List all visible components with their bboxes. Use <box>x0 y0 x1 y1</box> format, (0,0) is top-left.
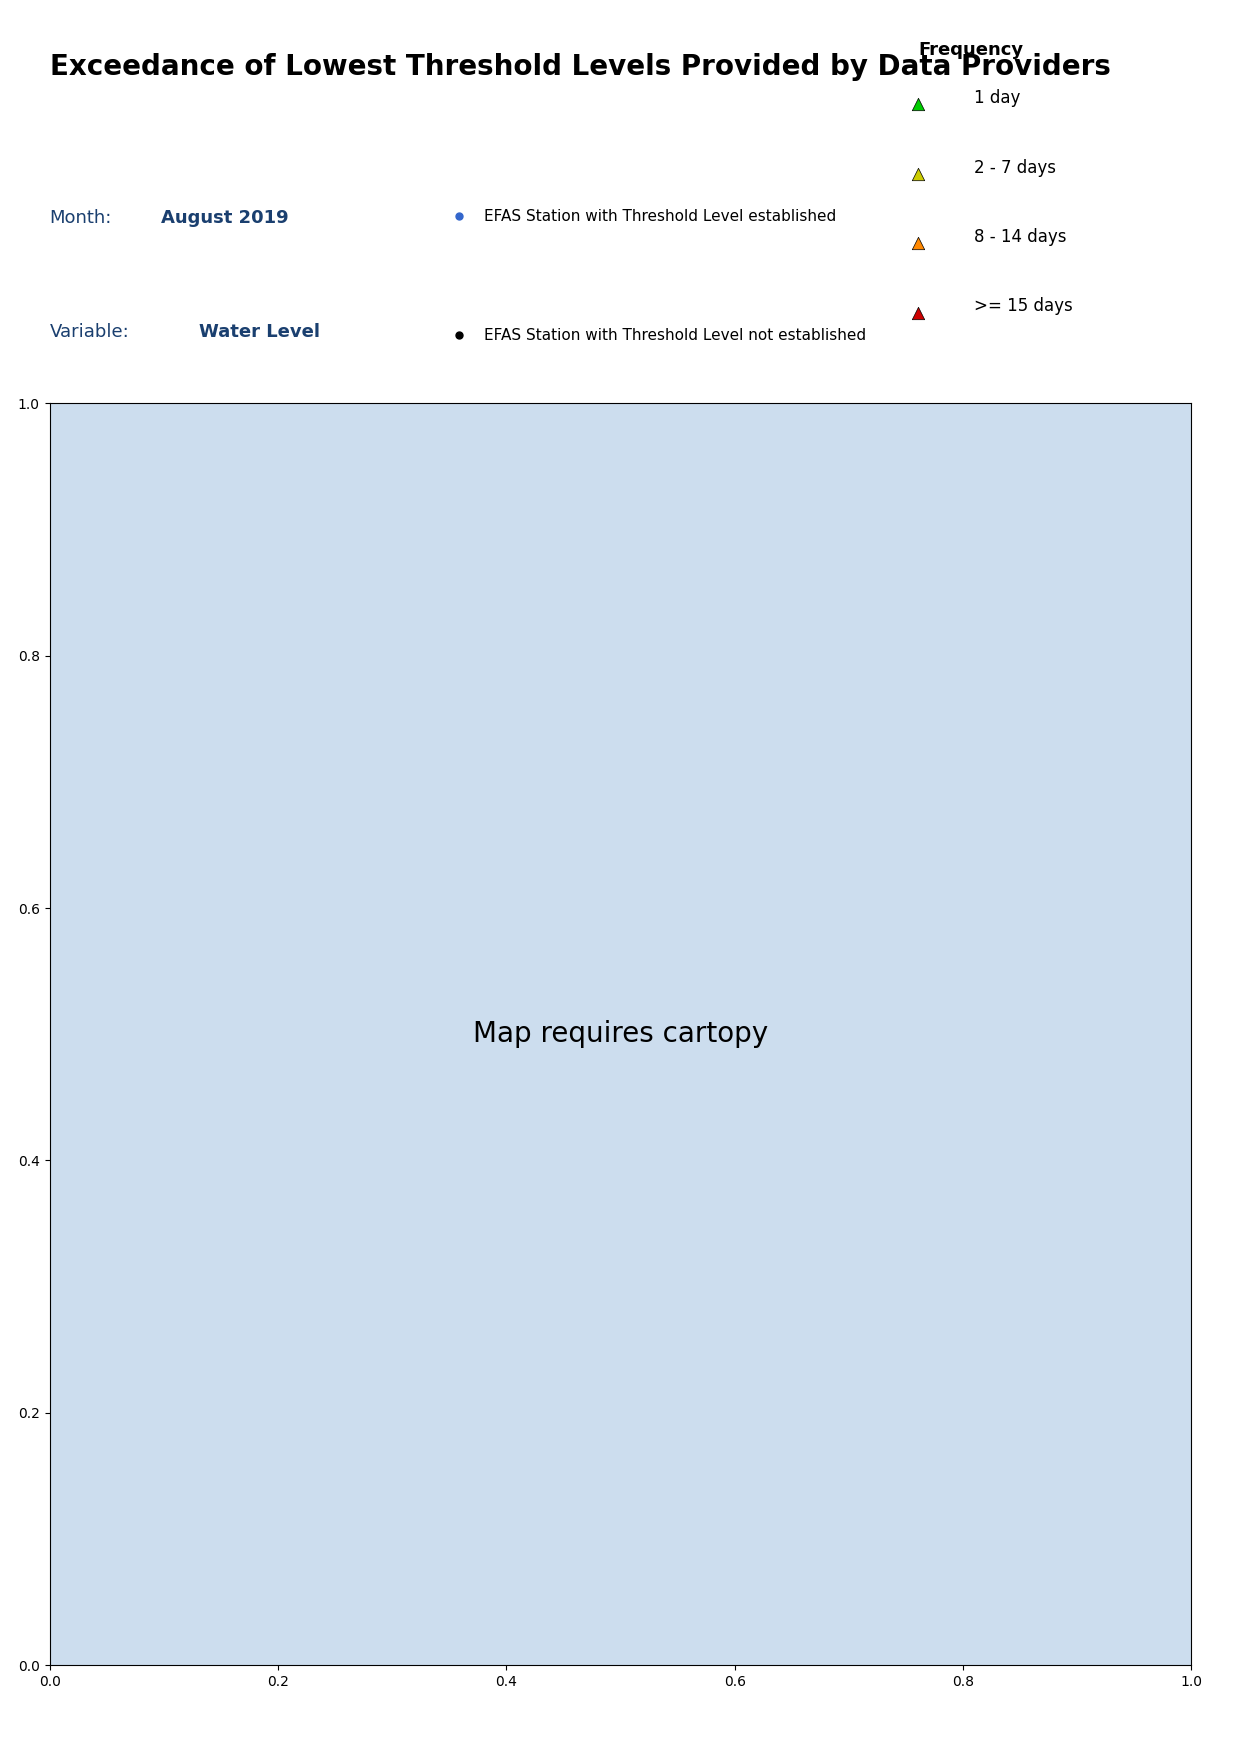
Text: Month:: Month: <box>50 210 112 228</box>
Text: Variable:: Variable: <box>50 323 129 342</box>
Text: EFAS Station with Threshold Level not established: EFAS Station with Threshold Level not es… <box>484 328 866 344</box>
Text: Exceedance of Lowest Threshold Levels Provided by Data Providers: Exceedance of Lowest Threshold Levels Pr… <box>50 53 1111 81</box>
Text: 2 - 7 days: 2 - 7 days <box>974 158 1056 177</box>
Text: >= 15 days: >= 15 days <box>974 298 1073 316</box>
Text: Map requires cartopy: Map requires cartopy <box>473 1020 768 1048</box>
Text: 8 - 14 days: 8 - 14 days <box>974 228 1067 245</box>
Text: EFAS Station with Threshold Level established: EFAS Station with Threshold Level establ… <box>484 210 836 224</box>
Text: Frequency: Frequency <box>918 42 1024 60</box>
Text: Water Level: Water Level <box>199 323 320 342</box>
Text: August 2019: August 2019 <box>161 210 289 228</box>
Text: 1 day: 1 day <box>974 89 1020 107</box>
